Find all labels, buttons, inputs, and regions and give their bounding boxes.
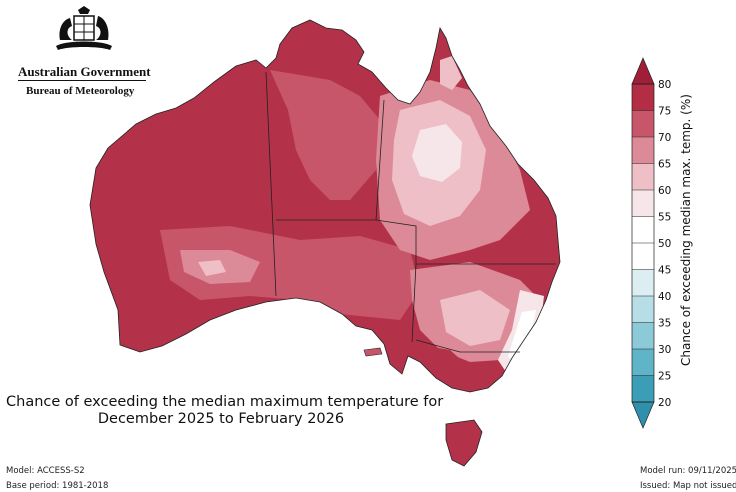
agency-name: Bureau of Meteorology [26, 85, 135, 97]
colorbar-segment [632, 216, 654, 244]
colorbar-ticks: 80 75 70 65 60 55 50 45 40 35 30 25 20 [632, 79, 671, 409]
map-title-line-1: Chance of exceeding the median maximum t… [6, 394, 444, 410]
colorbar-label: Chance of exceeding median max. temp. (%… [679, 94, 693, 366]
colorbar-segments [632, 84, 654, 403]
australia-temperature-map [89, 19, 561, 467]
colorbar-segment [632, 110, 654, 138]
colorbar-bottom-arrow [631, 401, 655, 429]
colorbar-segment [632, 296, 654, 323]
colorbar-segment [632, 322, 654, 350]
bom-logo: Australian Government Bureau of Meteorol… [14, 6, 154, 97]
colorbar-tick-label: 40 [658, 291, 671, 303]
colorbar-segment [632, 243, 654, 270]
coat-of-arms-icon [56, 6, 112, 50]
colorbar-tick-label: 65 [658, 159, 671, 171]
colorbar-tick-label: 45 [658, 265, 671, 277]
colorbar-tick-label: 70 [658, 132, 671, 144]
footer-model-run: Model run: 09/11/2025 [640, 466, 736, 476]
footer-base-period: Base period: 1981-2018 [6, 481, 109, 491]
colorbar-tick-label: 50 [658, 238, 671, 250]
colorbar-tick-label: 55 [658, 212, 671, 224]
colorbar-tick-label: 75 [658, 106, 671, 118]
colorbar-segment [632, 190, 654, 217]
footer-model: Model: ACCESS-S2 [6, 466, 85, 476]
colorbar-tick-label: 25 [658, 371, 671, 383]
colorbar-segment [632, 137, 654, 164]
colorbar-segment [632, 349, 654, 376]
colorbar-tick-label: 30 [658, 344, 671, 356]
colorbar-segment [632, 375, 654, 403]
map-title: Chance of exceeding the median maximum t… [6, 394, 444, 428]
colorbar-tick-label: 35 [658, 318, 671, 330]
colorbar-segment [632, 269, 654, 297]
colorbar-segment [632, 84, 654, 111]
map-title-line-2: December 2025 to February 2026 [97, 411, 345, 427]
colorbar-tick-label: 20 [658, 397, 671, 409]
colorbar-segment [632, 163, 654, 191]
colorbar-tick-label: 80 [658, 79, 671, 91]
colorbar-top-arrow [631, 57, 655, 85]
footer-issued: Issued: Map not issued [640, 481, 736, 491]
organisation-name: Australian Government [18, 64, 151, 79]
logo-divider [18, 80, 146, 81]
colorbar-tick-label: 60 [658, 185, 671, 197]
